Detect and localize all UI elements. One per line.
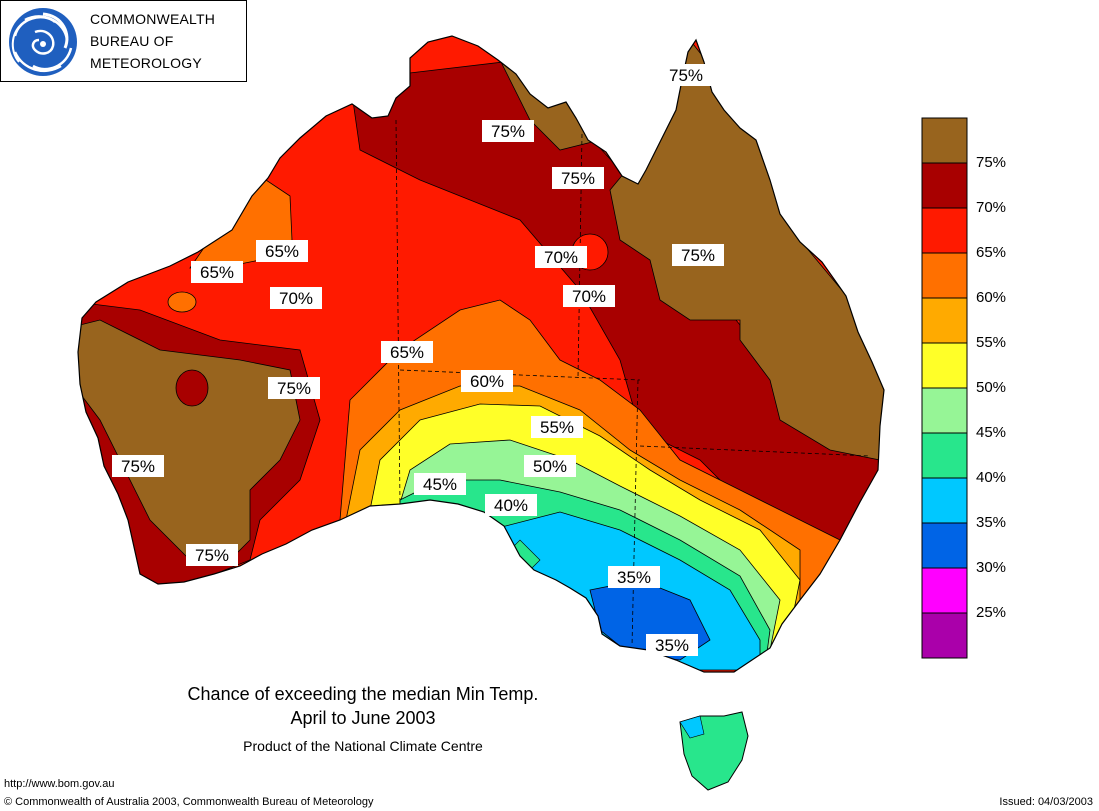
svg-text:75%: 75% xyxy=(277,379,311,398)
svg-text:70%: 70% xyxy=(279,289,313,308)
contour-label: 65% xyxy=(381,341,433,363)
legend-label: 35% xyxy=(976,514,1007,531)
bom-logo-box: COMMONWEALTH BUREAU OF METEOROLOGY xyxy=(0,0,247,82)
svg-text:75%: 75% xyxy=(669,66,703,85)
legend-swatch xyxy=(921,117,968,164)
bom-swirl-logo-icon xyxy=(9,8,77,76)
contour-label: 70% xyxy=(563,285,615,307)
contour-label: 75% xyxy=(112,455,164,477)
legend-swatch xyxy=(921,612,968,659)
legend-swatch xyxy=(921,252,968,299)
contour-label: 75% xyxy=(482,120,534,142)
legend-swatch xyxy=(921,387,968,434)
svg-text:75%: 75% xyxy=(561,169,595,188)
legend-swatch xyxy=(921,297,968,344)
legend-swatch xyxy=(921,432,968,479)
footer-copyright: © Commonwealth of Australia 2003, Common… xyxy=(4,796,374,808)
contour-label: 75% xyxy=(660,64,712,86)
contour-label: 70% xyxy=(270,287,322,309)
contour-label: 35% xyxy=(646,634,698,656)
legend-label: 45% xyxy=(976,424,1007,441)
legend-label: 70% xyxy=(976,199,1007,216)
svg-text:65%: 65% xyxy=(200,263,234,282)
contour-label: 35% xyxy=(608,566,660,588)
contour-label: 65% xyxy=(191,261,243,283)
legend-swatch xyxy=(921,342,968,389)
contour-label: 60% xyxy=(461,370,513,392)
contour-label: 65% xyxy=(256,240,308,262)
contour-label: 70% xyxy=(535,246,587,268)
svg-text:65%: 65% xyxy=(390,343,424,362)
svg-text:35%: 35% xyxy=(617,568,651,587)
legend-label: 75% xyxy=(976,154,1007,171)
contour-label: 75% xyxy=(672,244,724,266)
legend-swatch xyxy=(921,522,968,569)
legend-label: 30% xyxy=(976,559,1007,576)
legend-label: 50% xyxy=(976,379,1007,396)
legend-swatch xyxy=(921,477,968,524)
contour-label: 75% xyxy=(186,544,238,566)
map-title: Chance of exceeding the median Min Temp. xyxy=(187,684,539,704)
legend-label: 40% xyxy=(976,469,1007,486)
legend-label: 55% xyxy=(976,334,1007,351)
contour-label: 75% xyxy=(268,377,320,399)
contour-label: 75% xyxy=(552,167,604,189)
legend-label: 25% xyxy=(976,604,1007,621)
footer-url-link[interactable]: http://www.bom.gov.au xyxy=(4,778,115,790)
svg-text:40%: 40% xyxy=(494,496,528,515)
svg-text:45%: 45% xyxy=(423,475,457,494)
svg-text:60%: 60% xyxy=(470,372,504,391)
contour-label: 40% xyxy=(485,494,537,516)
footer-issued-date: Issued: 04/03/2003 xyxy=(999,796,1093,808)
org-name-line3: METEOROLOGY xyxy=(90,55,202,71)
contour-label: 50% xyxy=(524,455,576,477)
svg-text:75%: 75% xyxy=(681,246,715,265)
contour-label: 55% xyxy=(531,416,583,438)
svg-text:70%: 70% xyxy=(572,287,606,306)
product-note: Product of the National Climate Centre xyxy=(243,738,483,754)
svg-text:75%: 75% xyxy=(195,546,229,565)
contour-label: 45% xyxy=(414,473,466,495)
svg-text:70%: 70% xyxy=(544,248,578,267)
legend-label: 60% xyxy=(976,289,1007,306)
svg-text:55%: 55% xyxy=(540,418,574,437)
map-period: April to June 2003 xyxy=(290,708,436,728)
org-name-line2: BUREAU OF xyxy=(90,33,174,49)
svg-text:35%: 35% xyxy=(655,636,689,655)
svg-text:65%: 65% xyxy=(265,242,299,261)
legend-color-bar xyxy=(921,117,968,659)
svg-text:75%: 75% xyxy=(491,122,525,141)
svg-text:75%: 75% xyxy=(121,457,155,476)
mainland-zones xyxy=(78,36,884,672)
legend-swatch xyxy=(921,207,968,254)
legend-swatch xyxy=(921,567,968,614)
contour-labels: 75% 75% 75% 75% 70% 70% 65% 65% 70% 65% 60% 55% 50% 4… xyxy=(112,64,724,656)
svg-text:50%: 50% xyxy=(533,457,567,476)
legend-swatch xyxy=(921,162,968,209)
org-name-line1: COMMONWEALTH xyxy=(90,11,216,27)
legend-label: 65% xyxy=(976,244,1007,261)
